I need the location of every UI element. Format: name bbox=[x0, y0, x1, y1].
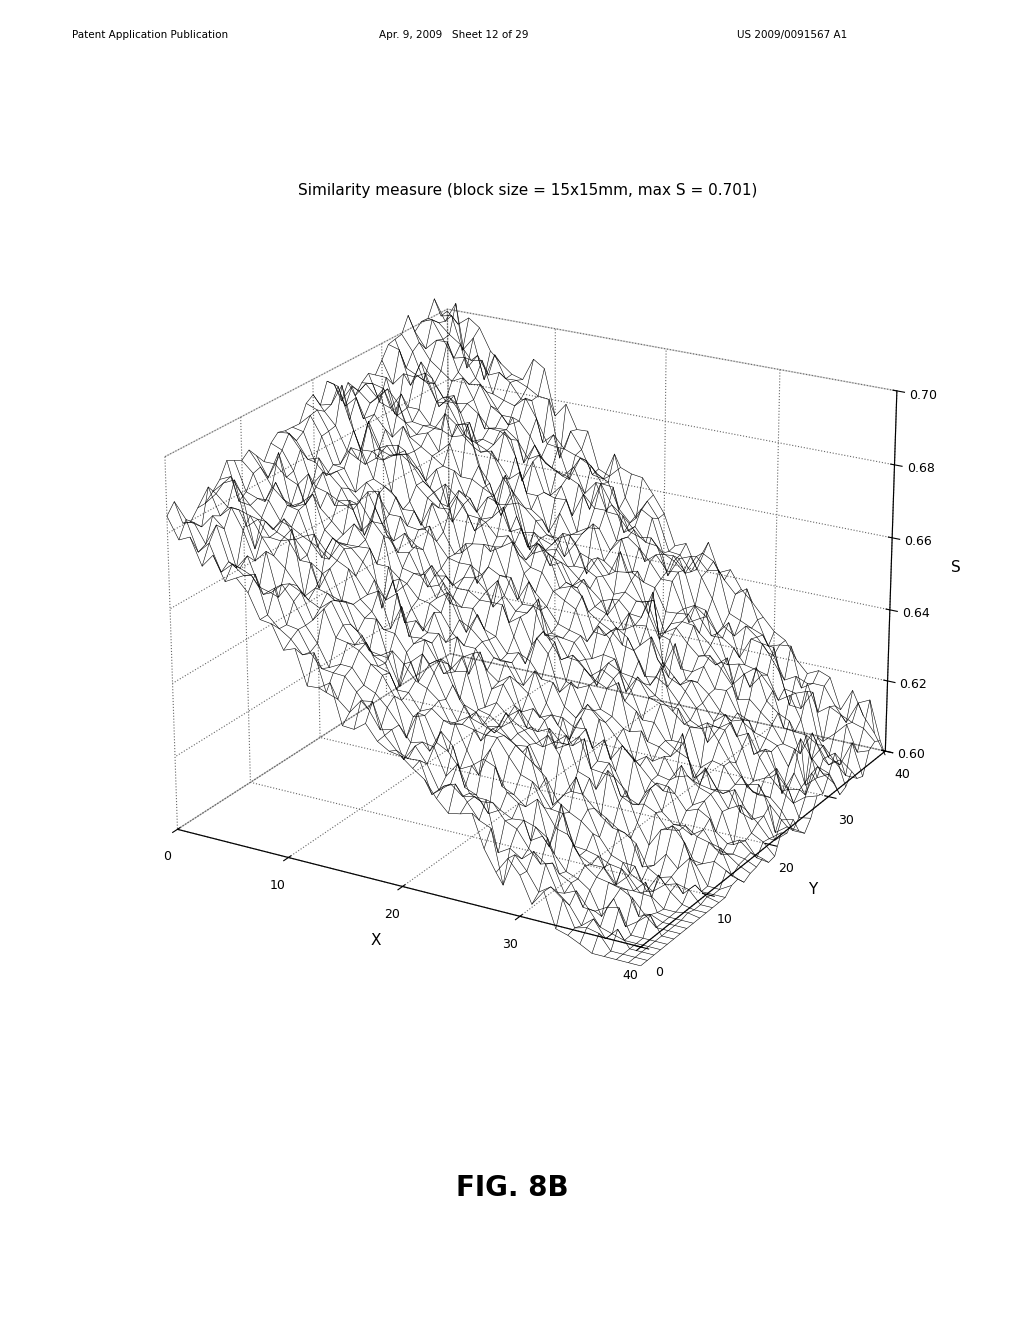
Title: Similarity measure (block size = 15x15mm, max S = 0.701): Similarity measure (block size = 15x15mm… bbox=[298, 182, 757, 198]
Text: US 2009/0091567 A1: US 2009/0091567 A1 bbox=[737, 30, 848, 41]
X-axis label: X: X bbox=[371, 933, 381, 948]
Y-axis label: Y: Y bbox=[809, 882, 818, 896]
Text: FIG. 8B: FIG. 8B bbox=[456, 1173, 568, 1203]
Text: Apr. 9, 2009   Sheet 12 of 29: Apr. 9, 2009 Sheet 12 of 29 bbox=[379, 30, 528, 41]
Text: Patent Application Publication: Patent Application Publication bbox=[72, 30, 227, 41]
